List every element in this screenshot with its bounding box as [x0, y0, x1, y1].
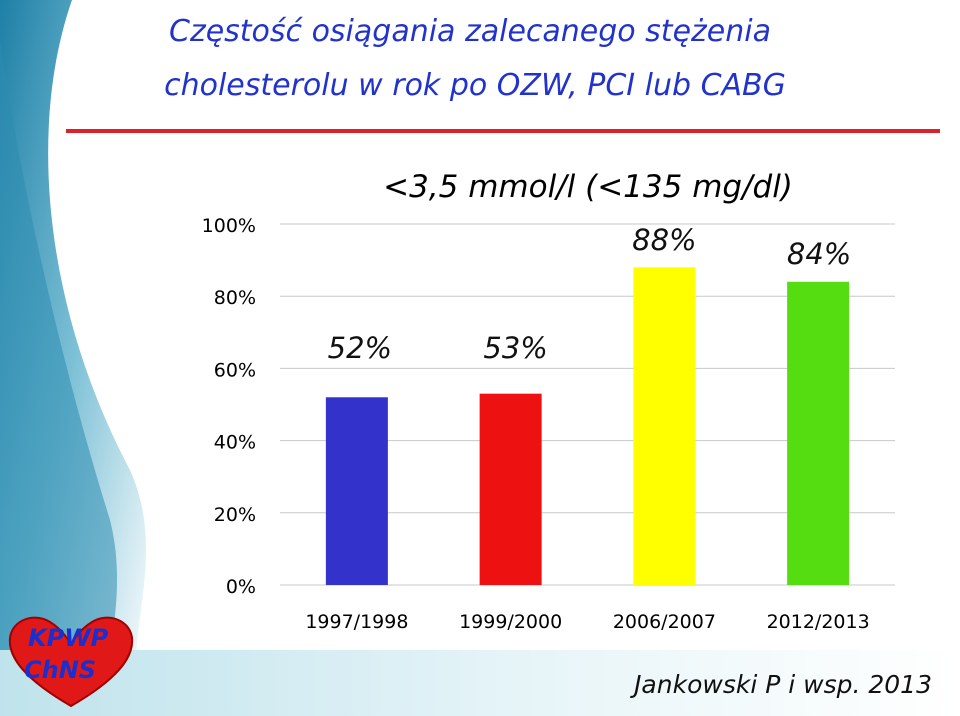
y-tick-label: 40% [214, 432, 256, 454]
bar-3 [633, 267, 696, 585]
bar-4 [787, 281, 850, 585]
bars [325, 267, 850, 585]
bottom-band [0, 650, 960, 716]
y-tick-label: 100% [202, 215, 256, 237]
heart-icon [8, 616, 134, 708]
kpwp-chns-logo: KPWP ChNS [6, 614, 136, 712]
data-labels: 52% 53% 88% 84% [328, 223, 852, 365]
data-label: 53% [483, 331, 547, 365]
slide-title-line-2: cholesterolu w rok po OZW, PCI lub CABG [164, 68, 786, 103]
author-citation: Jankowski P i wsp. 2013 [634, 670, 932, 699]
x-tick-label: 1997/1998 [305, 611, 408, 633]
x-tick-label: 2012/2013 [767, 611, 870, 633]
bar-2 [479, 393, 542, 585]
y-tick-label: 80% [214, 287, 256, 309]
x-tick-label: 2006/2007 [613, 611, 716, 633]
logo-text-kpwp: KPWP [28, 624, 109, 652]
x-tick-label: 1999/2000 [459, 611, 562, 633]
title-underline [66, 129, 940, 133]
y-axis-ticks: 0% 20% 40% 60% 80% 100% [202, 215, 256, 598]
y-tick-label: 20% [214, 504, 256, 526]
y-tick-label: 0% [226, 576, 256, 598]
data-label: 52% [328, 331, 392, 365]
slide-title-line-1: Częstość osiągania zalecanego stężenia [169, 14, 771, 49]
teal-swoosh-inner [0, 40, 118, 716]
data-label: 88% [632, 223, 696, 257]
y-tick-label: 60% [214, 359, 256, 381]
chart-title: <3,5 mmol/l (<135 mg/dl) [383, 169, 793, 205]
logo-text-chns: ChNS [24, 656, 97, 684]
bar-1 [325, 397, 388, 585]
x-axis-ticks: 1997/1998 1999/2000 2006/2007 2012/2013 [305, 611, 869, 633]
data-label: 84% [787, 237, 851, 271]
